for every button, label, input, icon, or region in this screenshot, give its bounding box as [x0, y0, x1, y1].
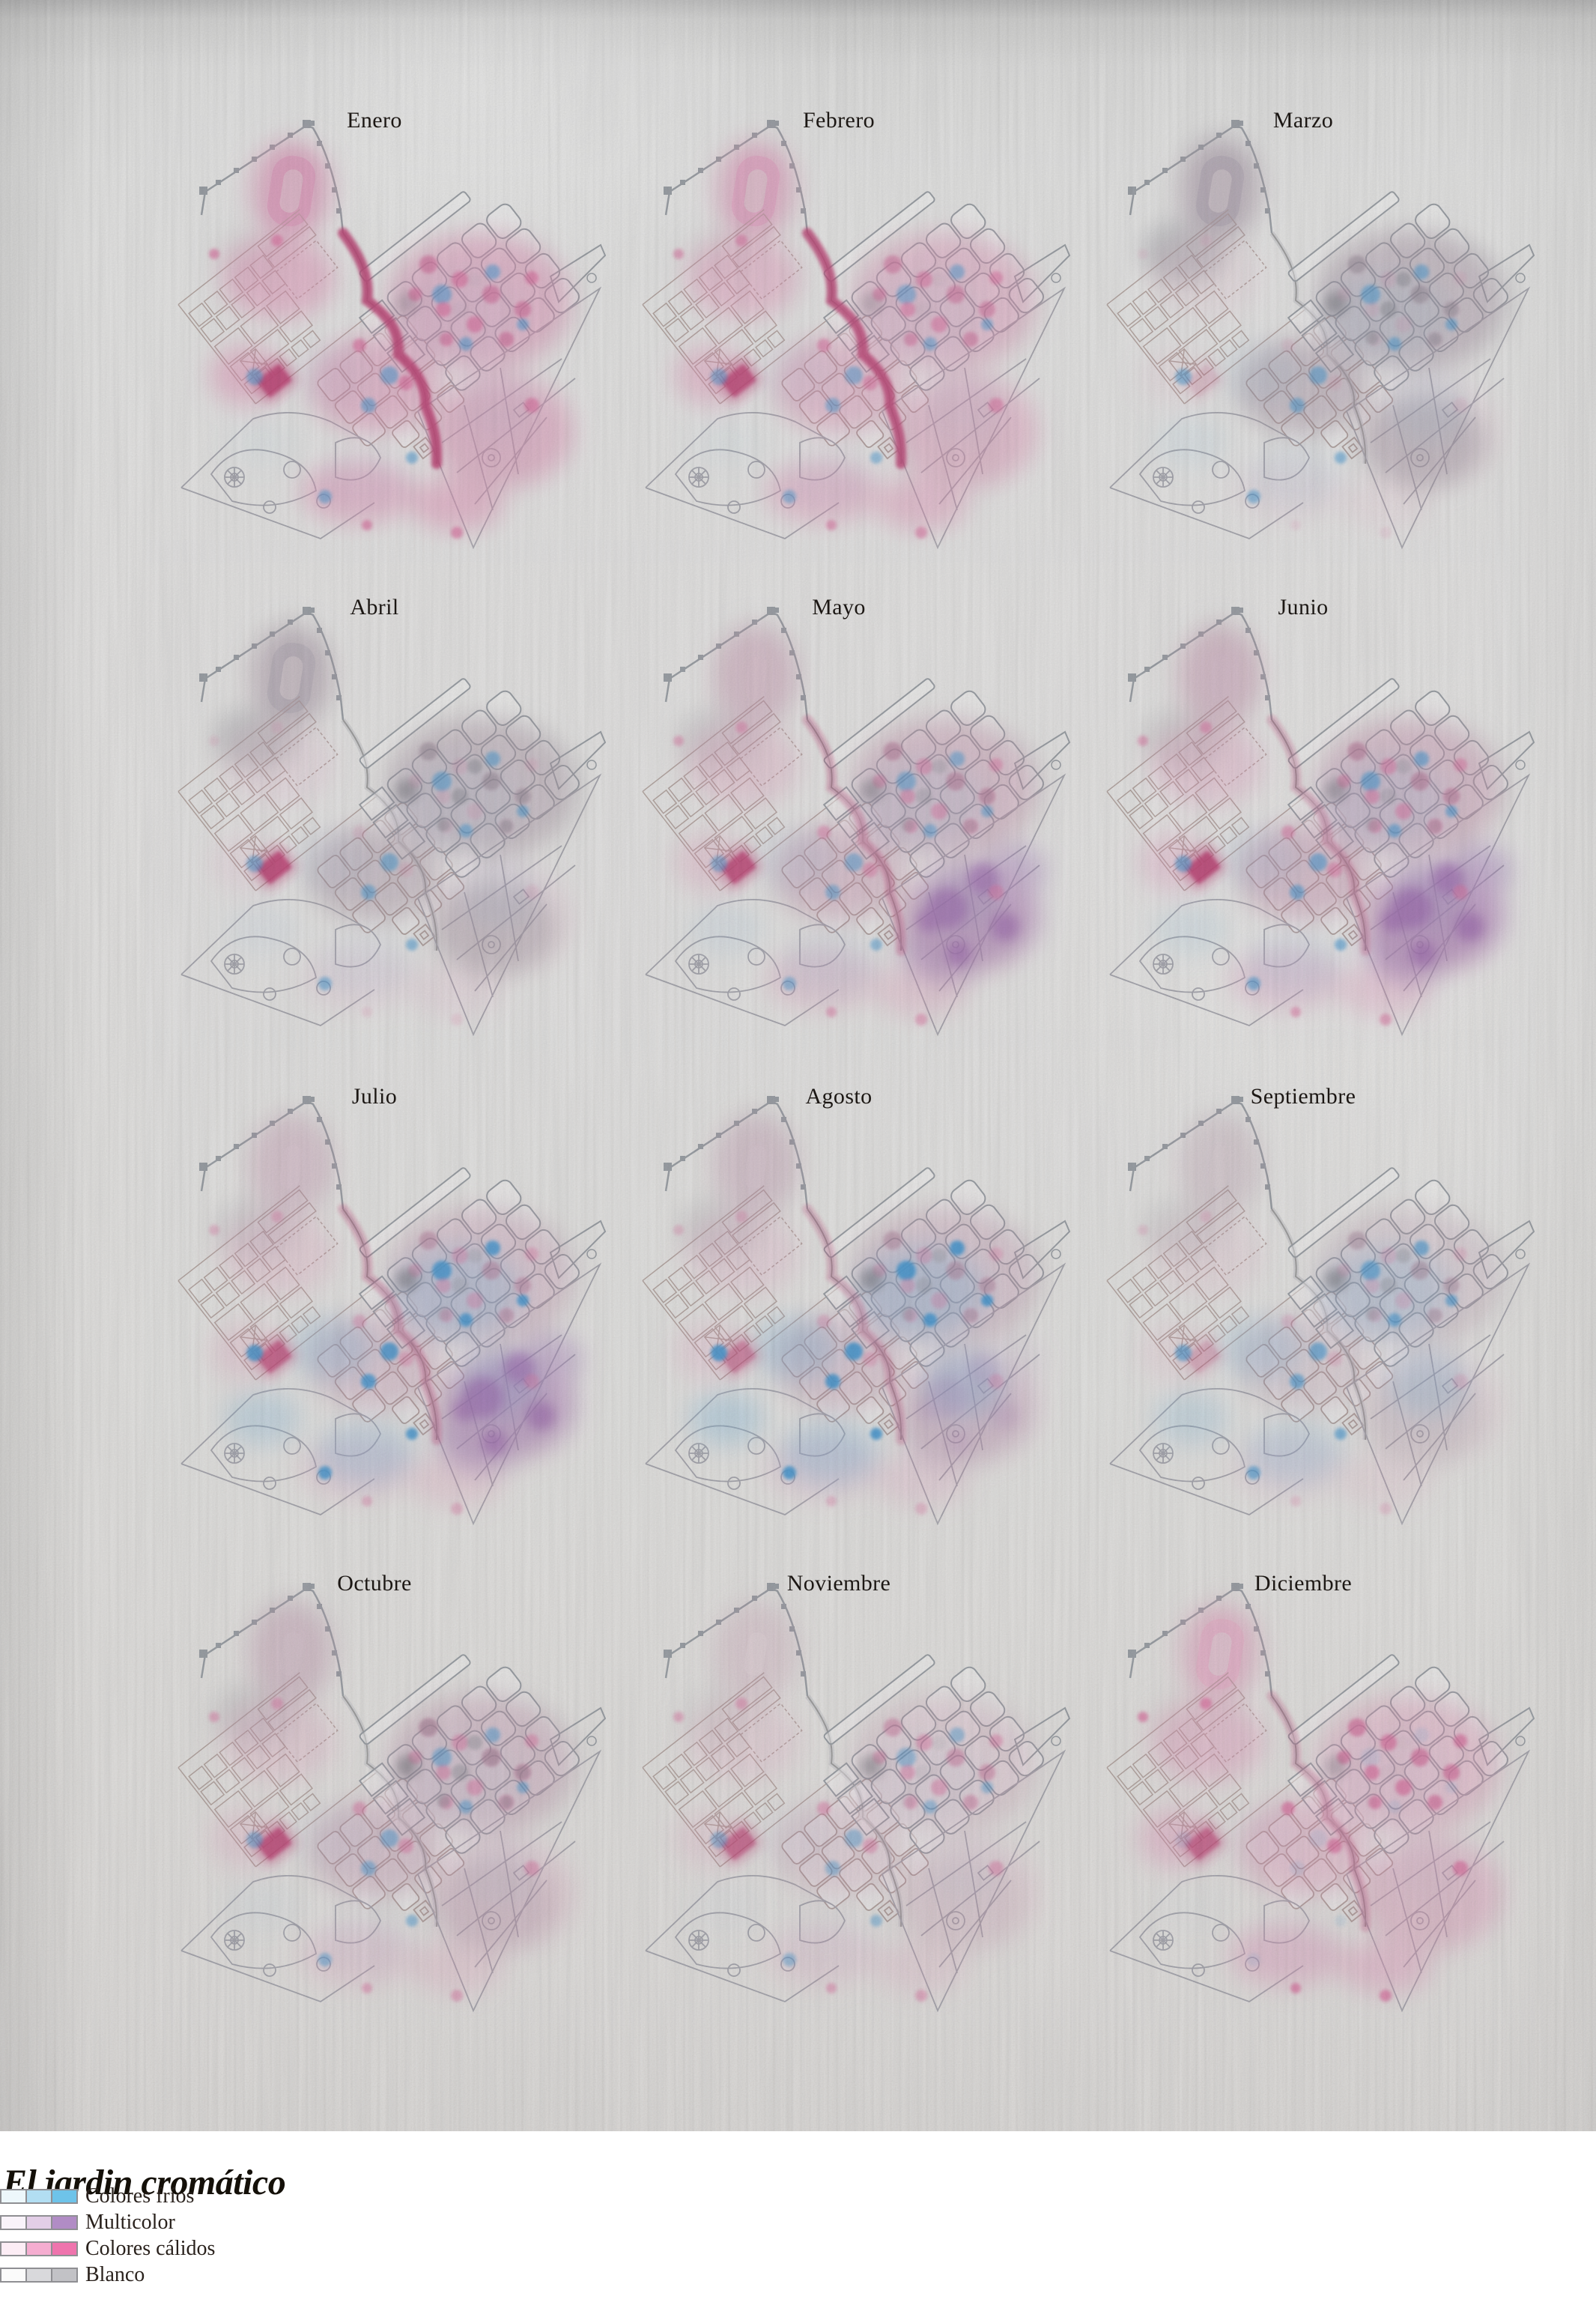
poster-canvas: Enero Febrero Marzo Abril Mayo Junio Jul… [0, 0, 1596, 2131]
legend-label: Blanco [85, 2263, 145, 2286]
legend-label: Colores cálidos [85, 2237, 216, 2260]
month-title: Julio [351, 1084, 398, 1109]
legend: El jardin cromático Colores fríos Multic… [0, 2131, 1596, 2320]
legend-row-warm-colors: Colores cálidos [0, 2237, 216, 2260]
month-card-agosto: Agosto [607, 1029, 1071, 1539]
month-card-mayo: Mayo [607, 540, 1071, 1050]
month-title: Enero [347, 108, 402, 133]
month-title: Diciembre [1254, 1571, 1353, 1596]
month-card-abril: Abril [142, 540, 607, 1050]
month-title: Marzo [1272, 108, 1334, 133]
month-card-octubre: Octubre [142, 1516, 607, 2026]
legend-row-cold-colors: Colores fríos [0, 2184, 215, 2208]
legend-label: Colores fríos [85, 2184, 195, 2208]
month-card-enero: Enero [142, 53, 607, 563]
month-title: Agosto [805, 1084, 873, 1109]
legend-row-multicolor: Multicolor [0, 2211, 215, 2234]
legend-rows: Colores fríos Multicolor Colores cálidos… [0, 2184, 216, 2294]
month-title: Septiembre [1250, 1084, 1356, 1109]
month-title: Febrero [802, 108, 876, 133]
month-card-julio: Julio [142, 1029, 607, 1539]
month-card-junio: Junio [1071, 540, 1535, 1050]
month-title: Octubre [337, 1571, 412, 1596]
legend-swatch-cold-colors [0, 2189, 78, 2204]
legend-swatch-multicolor [0, 2215, 78, 2230]
month-card-diciembre: Diciembre [1071, 1516, 1535, 2026]
month-title: Noviembre [786, 1571, 891, 1596]
month-title: Junio [1278, 595, 1329, 620]
legend-row-white: Blanco [0, 2263, 215, 2286]
month-title: Abril [350, 595, 399, 620]
month-title: Mayo [812, 595, 866, 620]
month-card-marzo: Marzo [1071, 53, 1535, 563]
month-card-febrero: Febrero [607, 53, 1071, 563]
legend-swatch-white [0, 2268, 78, 2283]
month-card-septiembre: Septiembre [1071, 1029, 1535, 1539]
legend-label: Multicolor [85, 2211, 175, 2234]
month-card-noviembre: Noviembre [607, 1516, 1071, 2026]
legend-swatch-warm-colors [0, 2241, 78, 2256]
